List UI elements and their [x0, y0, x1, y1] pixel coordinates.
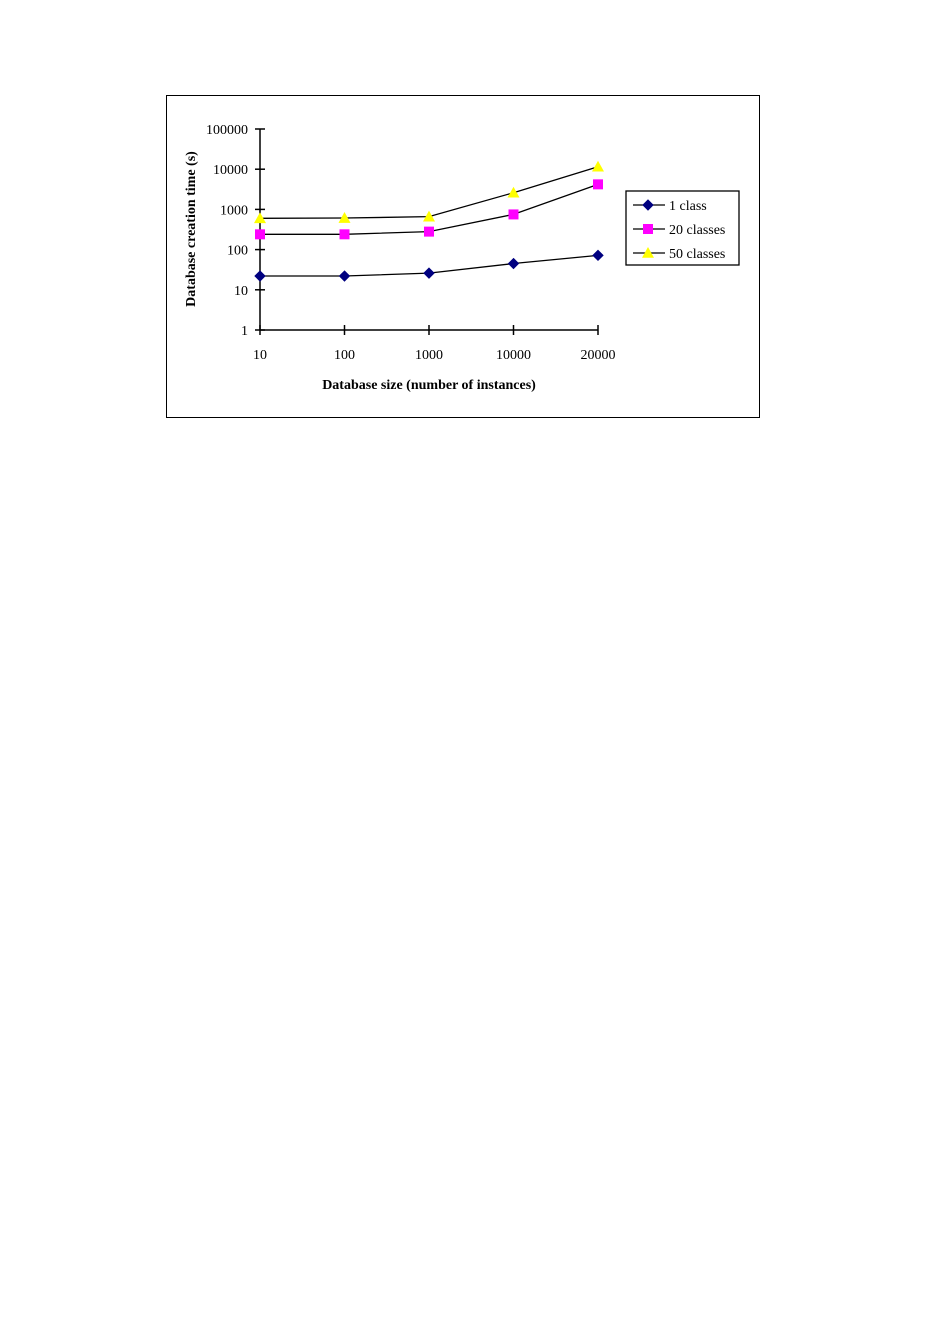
x-tick-label: 10000	[496, 348, 531, 363]
y-tick-label: 1000	[220, 203, 248, 218]
x-tick-label: 1000	[415, 348, 443, 363]
y-tick-label: 10000	[213, 163, 248, 178]
data-point	[254, 212, 266, 224]
legend-entry: 20 classes	[669, 223, 725, 238]
y-tick-label: 10	[234, 284, 248, 299]
y-tick-label: 100000	[206, 123, 248, 138]
x-tick-label: 10	[253, 348, 267, 363]
data-point	[507, 257, 520, 270]
series-line	[259, 166, 599, 219]
legend: 1 class 20 classes 50 classes	[625, 190, 740, 266]
data-point	[508, 209, 519, 220]
data-point	[338, 270, 351, 282]
data-point	[592, 249, 604, 262]
x-axis-title: Database size (number of instances)	[322, 378, 536, 393]
series-layer	[254, 160, 604, 282]
x-tick-label: 20000	[581, 348, 616, 363]
legend-entry: 1 class	[669, 199, 707, 214]
legend-marker	[642, 247, 654, 258]
data-point	[507, 186, 520, 198]
legend-marker	[643, 224, 653, 234]
data-point	[423, 267, 435, 279]
y-tick-label: 1	[241, 324, 248, 339]
legend-entry: 50 classes	[669, 247, 725, 262]
data-point	[423, 210, 435, 222]
y-axis-title: Database creation time (s)	[184, 151, 199, 307]
data-point	[255, 229, 265, 240]
x-tick-label: 100	[334, 348, 355, 363]
axes: 1 10 100 1000 10000 100000 10 100 1000 10000 20000	[206, 123, 616, 363]
data-point	[424, 226, 434, 237]
data-point	[338, 212, 351, 223]
legend-marker	[642, 199, 654, 211]
data-point	[254, 270, 266, 282]
data-point	[339, 229, 350, 240]
y-tick-label: 100	[227, 244, 248, 259]
data-point	[592, 160, 604, 172]
data-point	[593, 179, 603, 190]
